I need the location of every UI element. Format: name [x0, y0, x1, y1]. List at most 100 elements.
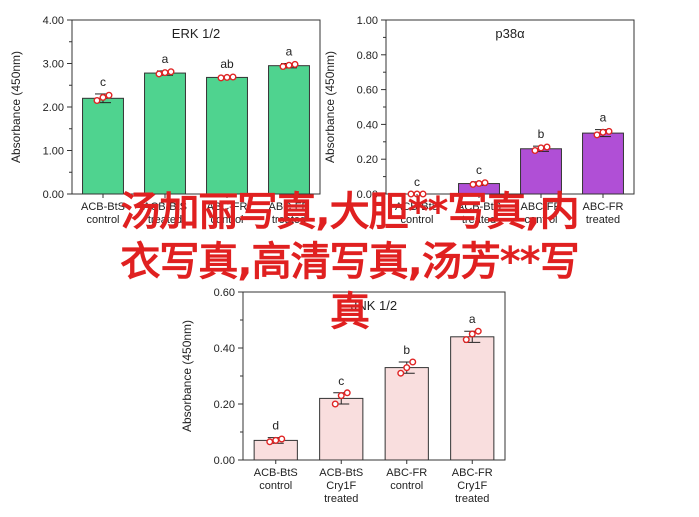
y-tick-label: 0.40: [357, 119, 378, 131]
x-tick-label: ABC-FR: [386, 467, 427, 479]
bar: [144, 72, 186, 195]
data-point: [403, 364, 411, 372]
y-axis-label: Absorbance (450nm): [323, 51, 337, 163]
chart-panel-3: JNK 1/2 Absorbance (450nm) 0.00 0.20 0.40 0.6…: [180, 287, 506, 505]
bar: [582, 132, 624, 195]
bar: [520, 148, 562, 195]
data-point: [605, 127, 613, 135]
x-tick-label: ABC-FR: [452, 467, 493, 479]
x-tick-label: ABC-FR: [521, 201, 562, 213]
data-point: [278, 435, 286, 443]
data-point: [537, 144, 545, 152]
overlay-text-line-2: 衣写真,高清写真,汤芳**写: [120, 239, 579, 285]
y-tick-label: 0.60: [357, 85, 378, 97]
significance-letter: b: [403, 343, 410, 357]
significance-letter: b: [538, 127, 545, 141]
data-point: [419, 190, 427, 198]
overlay-text-line-1: 汤加丽写真,大胆**写真,内: [120, 189, 579, 235]
data-point: [475, 180, 483, 188]
x-tick-label: ABC-FR: [207, 201, 248, 213]
significance-letter: c: [100, 75, 106, 89]
data-point: [331, 400, 339, 408]
x-tick-label: control: [210, 214, 243, 226]
x-tick-label: ACB-BtS: [81, 201, 125, 213]
y-tick-label: 4.00: [43, 15, 64, 27]
bar: [319, 397, 364, 461]
overlay-text-line-3: 真: [330, 289, 370, 335]
x-tick-label: ABC-FR: [269, 201, 310, 213]
y-tick-label: 1.00: [43, 146, 64, 158]
data-point: [167, 68, 175, 76]
data-point: [272, 436, 280, 444]
data-point: [161, 69, 169, 77]
x-tick-label: treated: [148, 214, 182, 226]
significance-letter: a: [600, 111, 607, 125]
x-tick-label: ACB-BtS: [143, 201, 187, 213]
x-tick-label: ACB-BtS: [395, 201, 439, 213]
data-point: [217, 74, 225, 82]
chart-title: JNK 1/2: [351, 298, 397, 313]
y-tick-label: 0.40: [214, 343, 235, 355]
x-tick-label: control: [259, 480, 292, 492]
y-tick-label: 0.00: [357, 189, 378, 201]
x-tick-label: control: [524, 214, 557, 226]
data-point: [397, 369, 405, 377]
chart-title: ERK 1/2: [172, 26, 220, 41]
x-tick-label: treated: [272, 214, 306, 226]
data-point: [229, 73, 237, 81]
bar: [384, 367, 429, 461]
significance-letter: c: [338, 374, 344, 388]
x-tick-label: treated: [586, 214, 620, 226]
y-tick-label: 0.00: [43, 189, 64, 201]
data-point: [285, 61, 293, 69]
data-point: [409, 358, 417, 366]
data-point: [462, 336, 470, 344]
significance-letter: a: [286, 45, 293, 59]
significance-letter: c: [476, 163, 482, 177]
data-point: [481, 179, 489, 187]
bar: [82, 97, 124, 195]
data-point: [105, 91, 113, 99]
data-point: [343, 389, 351, 397]
data-point: [291, 60, 299, 68]
y-tick-label: 1.00: [357, 15, 378, 27]
data-point: [93, 96, 101, 104]
chart-title: p38α: [495, 26, 525, 41]
data-point: [155, 70, 163, 78]
x-tick-label: ACB-BtS: [457, 201, 501, 213]
x-tick-label: Cry1F: [457, 480, 487, 492]
x-tick-label: control: [86, 214, 119, 226]
bar: [450, 336, 495, 461]
data-point: [337, 392, 345, 400]
y-axis-label: Absorbance (450nm): [180, 320, 194, 432]
x-tick-label: treated: [462, 214, 496, 226]
y-tick-label: 0.20: [357, 154, 378, 166]
significance-letter: c: [414, 175, 420, 189]
x-tick-label: ABC-FR: [583, 201, 624, 213]
y-axis-label: Absorbance (450nm): [9, 51, 23, 163]
data-point: [266, 438, 274, 446]
data-point: [593, 131, 601, 139]
chart-panel-2: p38α Absorbance (450nm) 0.00 0.20 0.40 0.60 0.…: [323, 15, 635, 226]
significance-letter: ab: [220, 57, 234, 71]
x-tick-label: treated: [455, 493, 489, 505]
x-tick-label: control: [400, 214, 433, 226]
y-tick-label: 3.00: [43, 59, 64, 71]
data-point: [469, 180, 477, 188]
significance-letter: a: [469, 312, 476, 326]
data-point: [599, 128, 607, 136]
significance-letter: d: [272, 419, 279, 433]
y-tick-label: 0.20: [214, 399, 235, 411]
data-point: [279, 63, 287, 71]
x-tick-label: treated: [324, 493, 358, 505]
x-tick-label: control: [390, 480, 423, 492]
chart-panel-1: ERK 1/2 Absorbance (450nm) 0.00 1.00 2.00 3.0…: [9, 15, 321, 226]
data-point: [543, 143, 551, 151]
y-tick-label: 2.00: [43, 102, 64, 114]
bar: [206, 76, 248, 195]
y-tick-label: 0.00: [214, 455, 235, 467]
x-tick-label: ACB-BtS: [319, 467, 363, 479]
data-point: [99, 93, 107, 101]
significance-letter: a: [162, 52, 169, 66]
